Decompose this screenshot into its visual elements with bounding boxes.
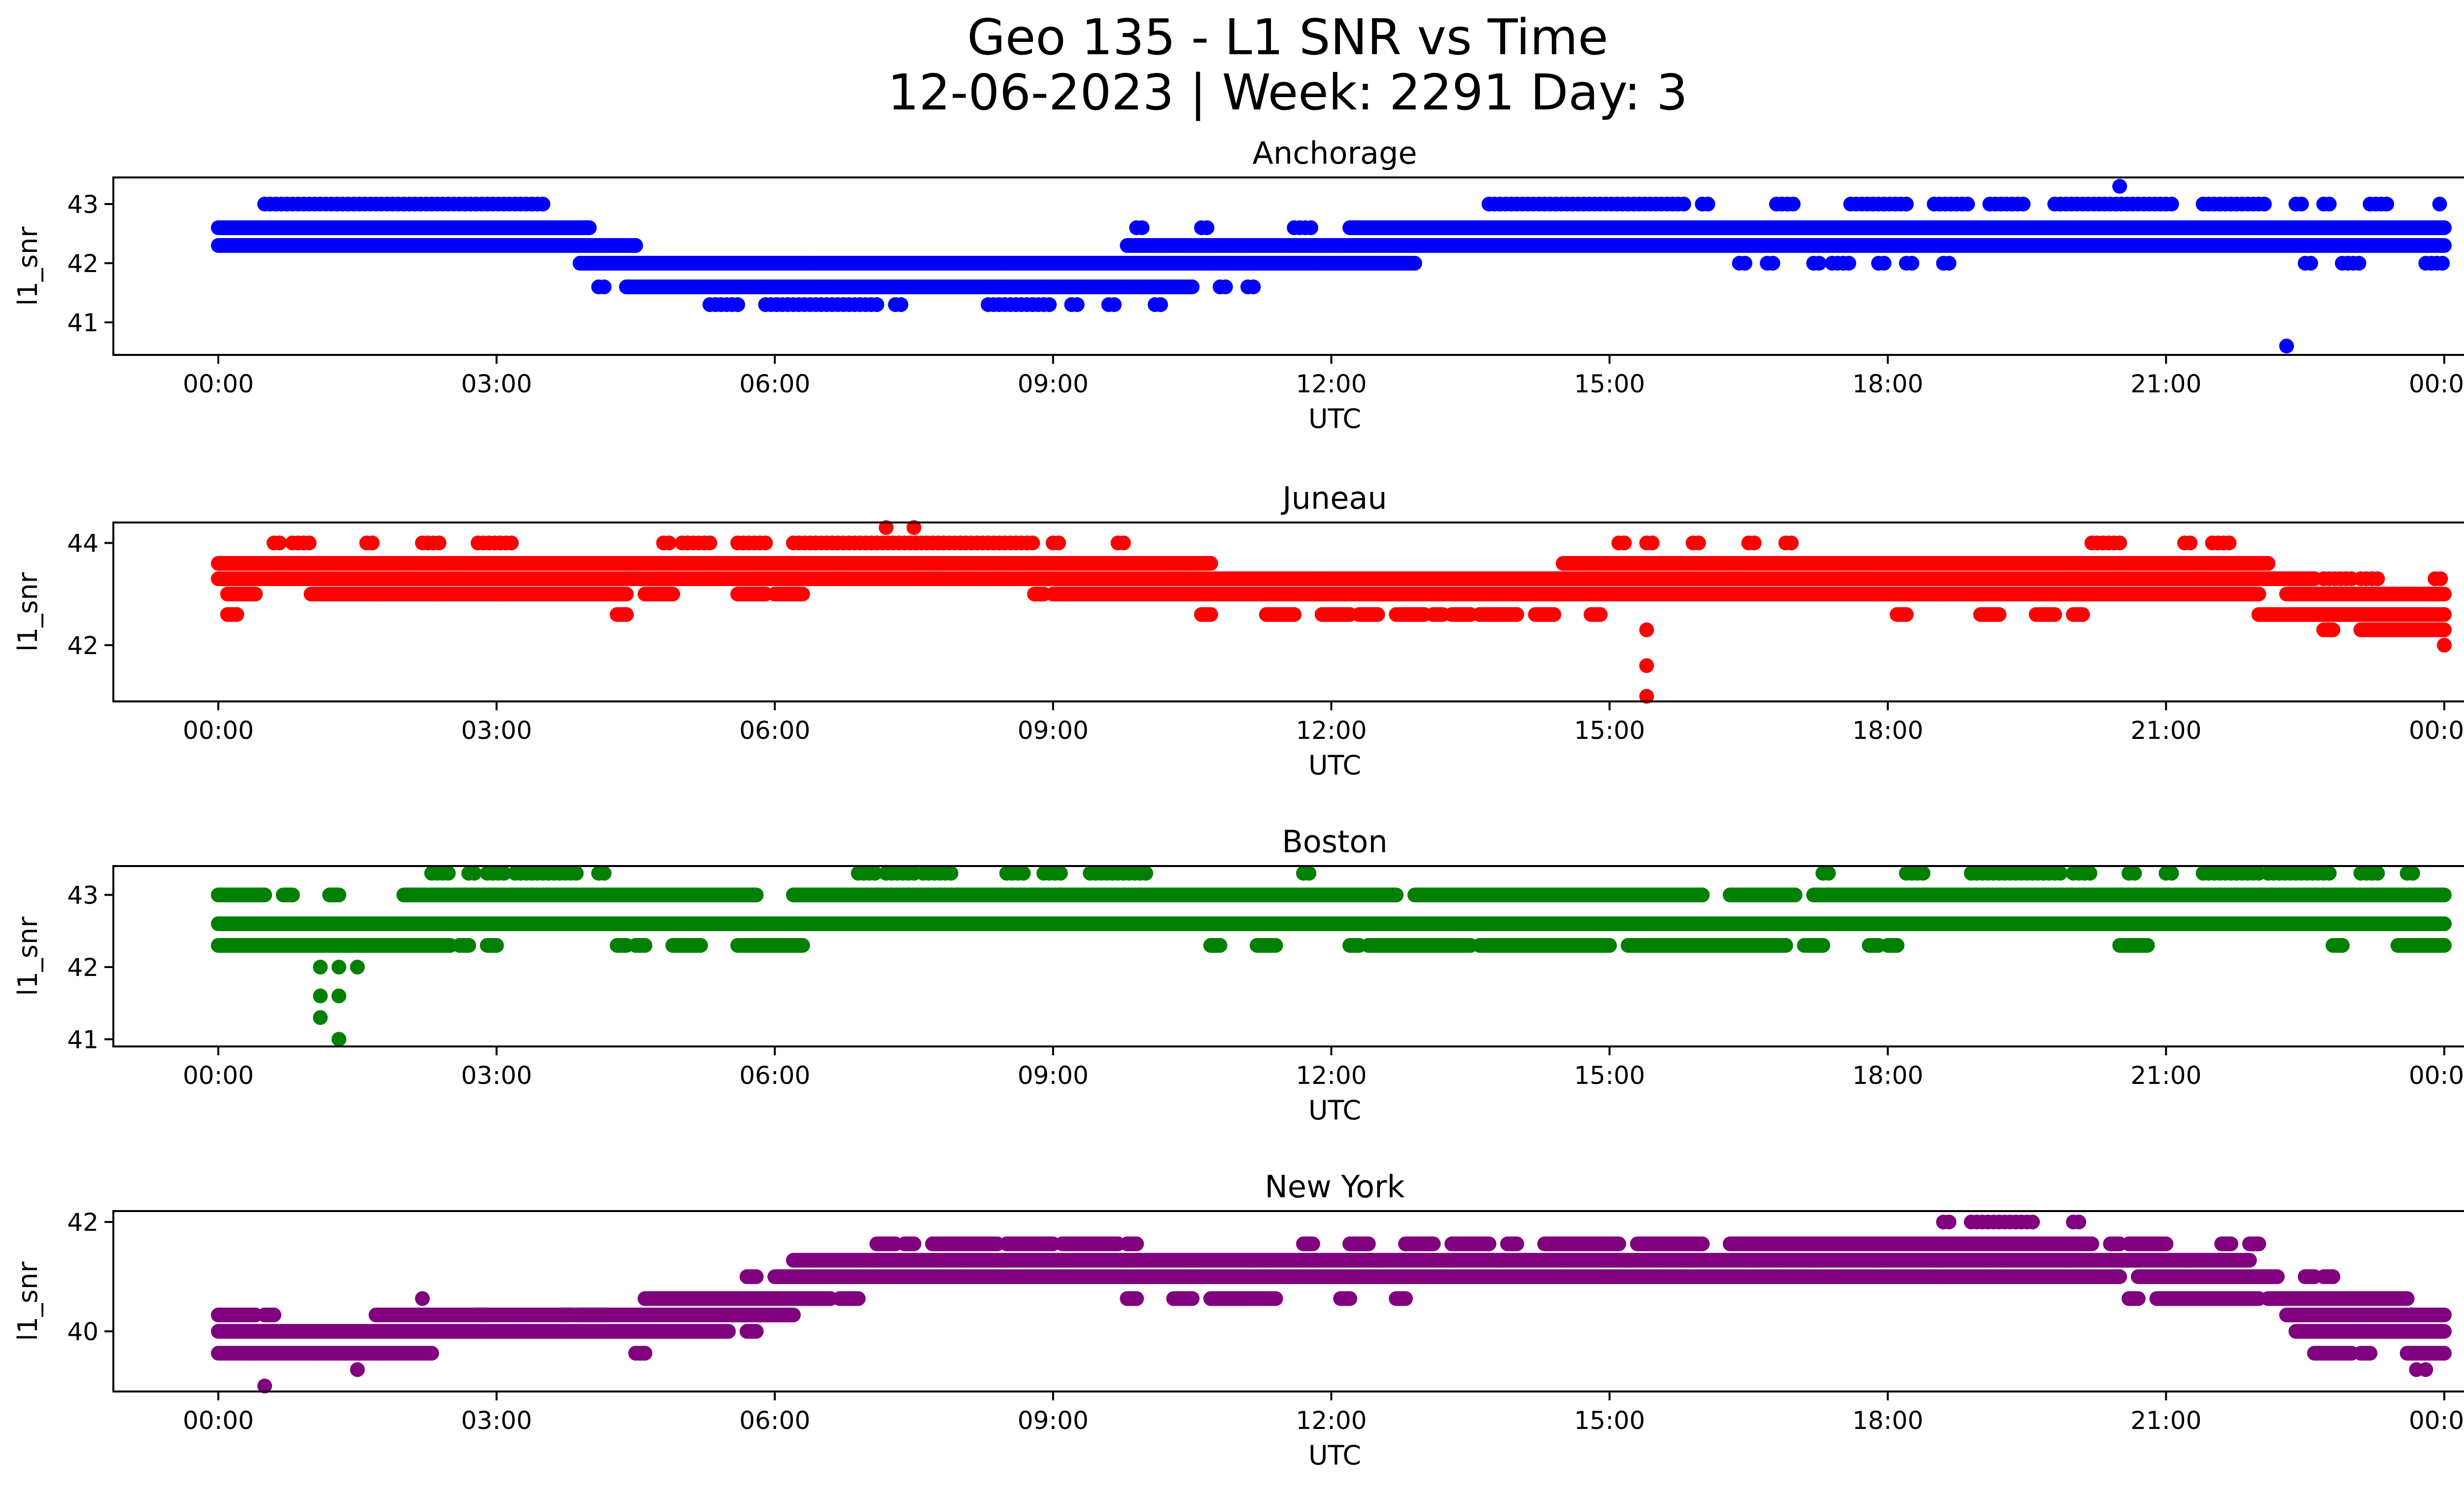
data-point — [1153, 297, 1168, 312]
y-axis-label: l1_snr — [12, 226, 43, 306]
data-point — [1407, 256, 1422, 271]
data-point — [661, 535, 677, 551]
data-point — [431, 535, 446, 551]
data-point — [1691, 535, 1706, 551]
data-point — [1960, 197, 1975, 211]
data-point — [1942, 256, 1956, 271]
data-point — [1246, 279, 1261, 294]
data-points — [211, 520, 2452, 704]
data-point — [730, 297, 745, 312]
data-point — [1785, 197, 1801, 211]
data-point — [1116, 535, 1131, 551]
data-point — [1841, 256, 1856, 271]
data-point — [302, 535, 317, 551]
data-point — [1617, 535, 1632, 551]
data-point — [1218, 279, 1233, 294]
data-points — [211, 179, 2452, 353]
data-point — [2322, 197, 2337, 211]
data-point — [248, 587, 263, 602]
data-point — [1904, 256, 1919, 271]
data-point — [504, 535, 519, 551]
x-tick-label: 09:00 — [1018, 370, 1089, 398]
data-point — [2351, 256, 2366, 271]
data-point — [2303, 256, 2318, 271]
data-point — [2437, 238, 2452, 253]
x-tick-label: 21:00 — [2130, 370, 2201, 398]
data-point — [2437, 220, 2452, 235]
subplot-anchorage: Anchorage 00:00 03:00 06:00 09:00 12:00 15:00 1… — [12, 135, 2464, 434]
y-tick-label: 41 — [67, 309, 99, 337]
y-tick-label: 42 — [67, 249, 99, 278]
x-tick-label: 15:00 — [1574, 370, 1645, 398]
data-point — [1203, 556, 1218, 571]
data-point — [535, 197, 550, 211]
data-point — [1303, 220, 1319, 235]
data-point — [1185, 279, 1200, 294]
data-point — [2260, 556, 2276, 571]
data-point — [1042, 297, 1057, 312]
data-point — [596, 279, 612, 294]
data-point — [893, 297, 909, 312]
x-tick-label: 00:00 — [2409, 370, 2464, 398]
data-point — [1700, 197, 1715, 211]
data-point — [2379, 197, 2395, 211]
data-point — [758, 535, 773, 551]
data-point — [365, 535, 380, 551]
x-tick-label: 00:00 — [183, 370, 254, 398]
data-point — [1069, 297, 1085, 312]
data-point — [1784, 535, 1799, 551]
subplot-title: Anchorage — [1252, 135, 1417, 171]
data-point — [2112, 179, 2127, 194]
data-point — [1676, 197, 1691, 211]
x-axis-label: UTC — [1308, 403, 1361, 434]
data-point — [1644, 535, 1660, 551]
data-point — [2432, 197, 2447, 211]
data-point — [1746, 535, 1762, 551]
data-point — [1107, 297, 1122, 312]
data-point — [272, 535, 287, 551]
x-tick-label: 12:00 — [1296, 370, 1367, 398]
data-point — [2279, 339, 2294, 353]
figure-title-line2: 12-06-2023 | Week: 2291 Day: 3 — [888, 64, 1687, 121]
data-point — [1199, 220, 1215, 235]
data-point — [2435, 256, 2450, 271]
data-point — [1025, 535, 1040, 551]
data-point — [869, 297, 885, 312]
data-point — [2112, 535, 2127, 551]
data-point — [1877, 256, 1892, 271]
data-point — [2164, 197, 2179, 211]
data-point — [1051, 535, 1066, 551]
data-point — [2183, 535, 2198, 551]
data-point — [2257, 197, 2272, 211]
data-point — [1134, 220, 1150, 235]
subplot-panels: Anchorage 00:00 03:00 06:00 09:00 12:00 15:00 1… — [12, 135, 2464, 1471]
data-point — [2294, 197, 2309, 211]
figure-title-line1: Geo 135 - L1 SNR vs Time — [967, 8, 1608, 66]
y-tick-label: 43 — [67, 190, 99, 219]
data-point — [1899, 197, 1914, 211]
data-point — [1765, 256, 1780, 271]
data-point — [702, 535, 718, 551]
data-point — [2016, 197, 2031, 211]
data-point — [1812, 256, 1827, 271]
subplot-title: Juneau — [1280, 480, 1387, 516]
x-tick-label: 03:00 — [461, 370, 532, 398]
x-tick-label: 18:00 — [1852, 370, 1923, 398]
data-point — [582, 220, 597, 235]
data-point — [2222, 535, 2237, 551]
x-tick-label: 06:00 — [739, 370, 810, 398]
data-point — [628, 238, 643, 253]
data-point — [1737, 256, 1752, 271]
